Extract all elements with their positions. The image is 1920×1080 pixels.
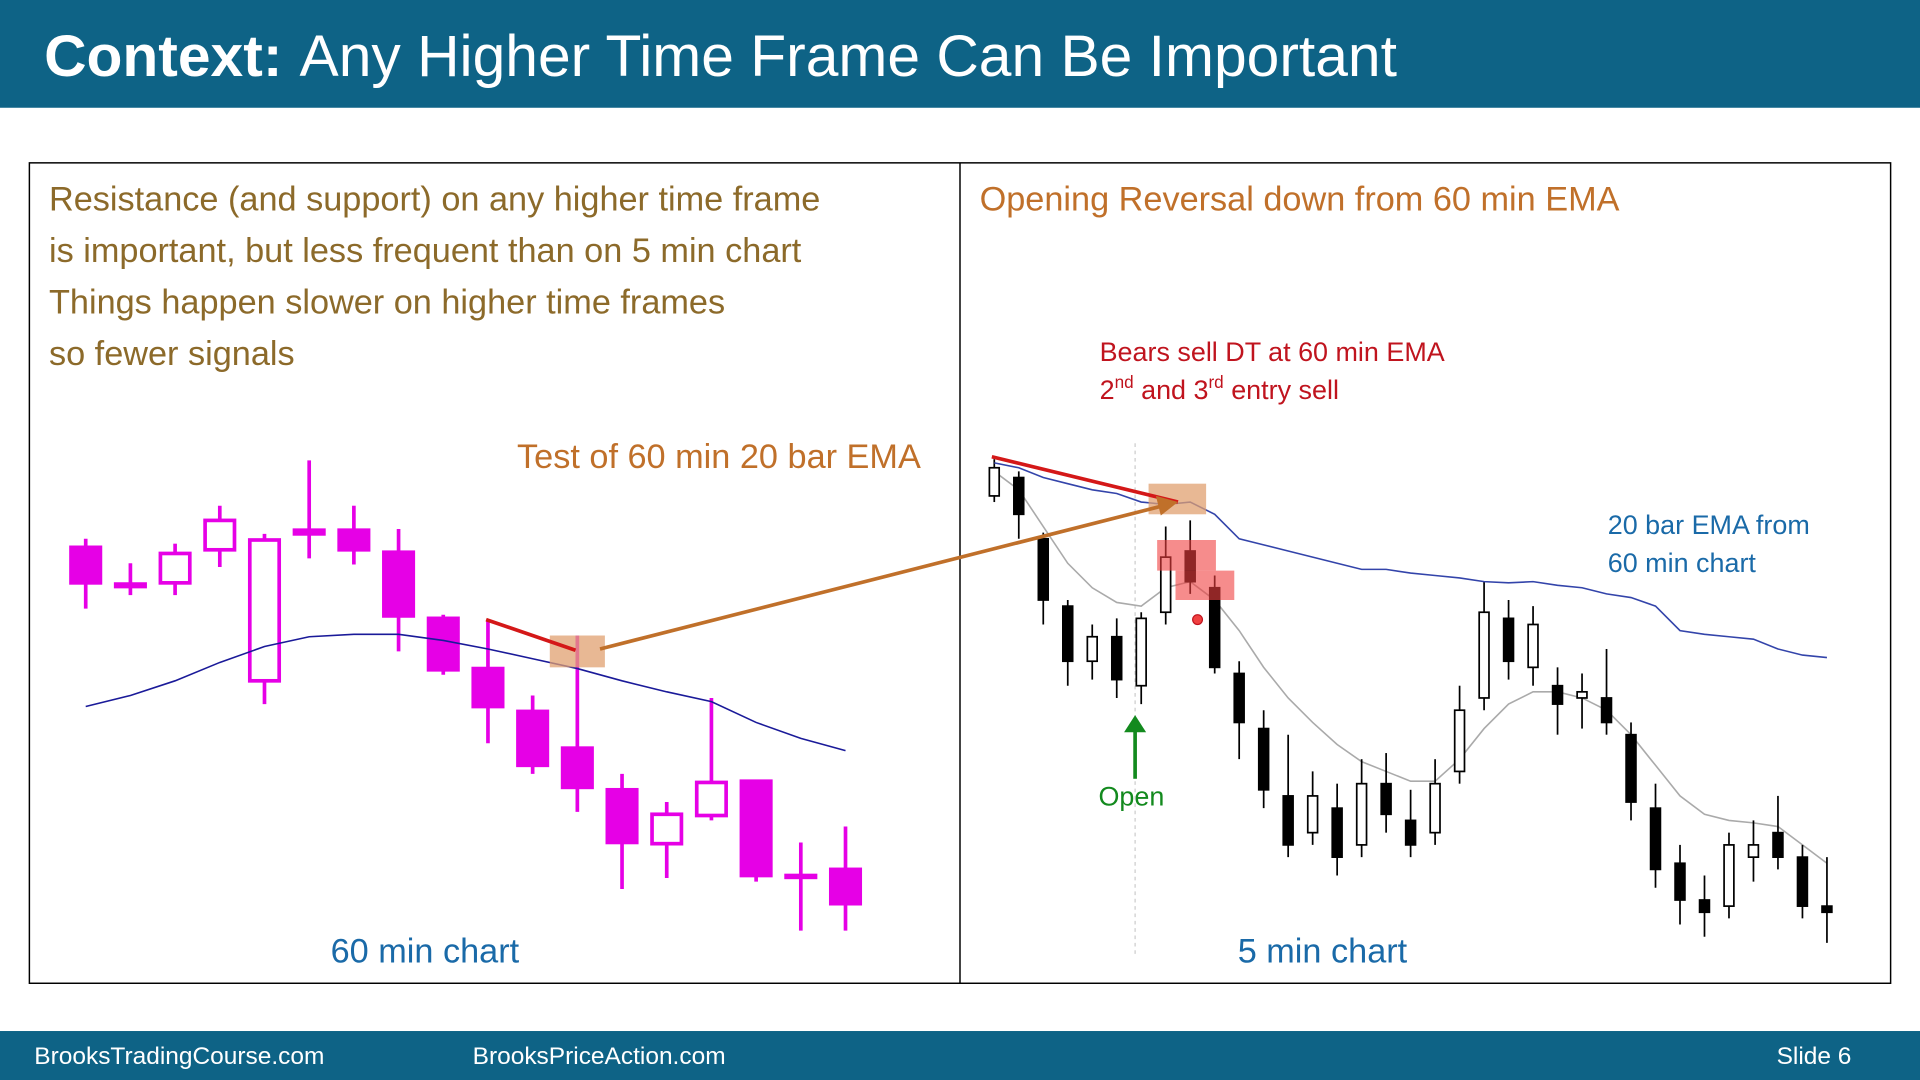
candle-body (1502, 617, 1515, 663)
candle-body (1429, 782, 1441, 834)
trend-line (485, 617, 577, 652)
candle-body (382, 550, 416, 618)
link-arrow (599, 503, 1164, 651)
signal-box (1157, 540, 1216, 571)
candle-body (560, 746, 594, 790)
candle-body (1527, 623, 1539, 669)
candle-body (1257, 727, 1270, 791)
candle-body (1698, 899, 1711, 914)
candle-body (1478, 611, 1490, 699)
candle-body (471, 666, 505, 709)
title-bold: Context: (44, 24, 282, 89)
candle-body (1086, 635, 1098, 663)
candle-body (158, 551, 192, 585)
candle-body (1013, 476, 1025, 516)
left-text: is important, but less frequent than on … (49, 232, 802, 270)
candle-body (1331, 807, 1343, 858)
open-arrowhead (1124, 715, 1147, 733)
candle-body (426, 616, 460, 672)
candle-body (1747, 844, 1760, 858)
chart-caption: 5 min chart (1238, 932, 1408, 970)
annotation-sup: nd (1115, 372, 1134, 392)
entry-dot (1192, 614, 1204, 626)
header-bar (0, 0, 1920, 108)
candle-body (1062, 605, 1074, 663)
candle-body (337, 528, 371, 552)
candle-body (1135, 617, 1147, 687)
annotation: Test of 60 min 20 bar EMA (517, 438, 921, 476)
candle-body (739, 779, 773, 878)
chart-caption: 60 min chart (331, 932, 520, 970)
candle-body (1600, 697, 1613, 724)
candle-body (1796, 856, 1809, 907)
candle-body (1453, 709, 1466, 773)
highlight-box (549, 635, 605, 668)
ema-line (85, 633, 846, 752)
footer-bar (0, 1031, 1920, 1080)
signal-box (1175, 570, 1235, 600)
annotation: Bears sell DT at 60 min EMA (1100, 337, 1445, 367)
trend-line (991, 454, 1179, 504)
candle-body (203, 518, 237, 552)
candle-body (1551, 684, 1564, 705)
left-text: Things happen slower on higher time fram… (49, 283, 725, 321)
ema-label: 60 min chart (1608, 548, 1757, 578)
candle-body (1355, 782, 1368, 846)
candle-body (605, 787, 639, 845)
candle-body (1306, 795, 1319, 834)
candle-body (828, 867, 863, 906)
candle-body (784, 873, 818, 880)
candle-body (1037, 537, 1050, 601)
ema-label: 20 bar EMA from (1608, 510, 1810, 540)
footer-text: BrooksPriceAction.com (473, 1043, 726, 1070)
left-text: so fewer signals (49, 335, 295, 373)
candle-body (988, 466, 1001, 497)
annotation-part: 2 (1100, 375, 1115, 405)
candle-body (69, 545, 103, 585)
candle-body (1674, 862, 1686, 901)
candle-body (1649, 807, 1662, 871)
slide-title: Context: Any Higher Time Frame Can Be Imp… (44, 24, 1397, 89)
title-rest: Any Higher Time Frame Can Be Important (300, 24, 1397, 89)
annotation-sup: rd (1208, 372, 1223, 392)
left-text: Resistance (and support) on any higher t… (49, 181, 820, 219)
candle-body (1625, 733, 1637, 803)
ema-line (994, 462, 1828, 659)
candle-body (1282, 795, 1294, 846)
candle-body (1772, 831, 1784, 858)
candle-body (1404, 819, 1417, 846)
candle-body (1380, 782, 1392, 816)
candle-body (113, 582, 147, 589)
annotation-part: entry sell (1224, 375, 1339, 405)
candle-body (694, 780, 728, 818)
candle-body (1723, 844, 1735, 907)
ema-line (993, 470, 1828, 864)
candle-body (1576, 690, 1588, 699)
annotation-part: and 3 (1134, 375, 1209, 405)
candle-body (1821, 905, 1833, 914)
candle-body (650, 812, 684, 846)
right-title: Opening Reversal down from 60 min EMA (980, 181, 1620, 219)
candle-body (516, 709, 550, 768)
annotation: 2nd and 3rd entry sell (1100, 372, 1339, 405)
candle-body (1233, 672, 1245, 724)
open-label: Open (1098, 782, 1164, 812)
link-arrowhead (1155, 495, 1178, 516)
candle-body (292, 528, 326, 536)
footer-text: Slide 6 (1777, 1043, 1852, 1070)
footer-text: BrooksTradingCourse.com (34, 1043, 324, 1070)
candle-body (247, 538, 282, 683)
candle-body (1110, 635, 1123, 681)
